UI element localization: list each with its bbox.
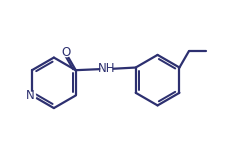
Text: O: O [61,46,70,59]
Text: NH: NH [98,62,115,75]
Text: N: N [26,89,35,102]
